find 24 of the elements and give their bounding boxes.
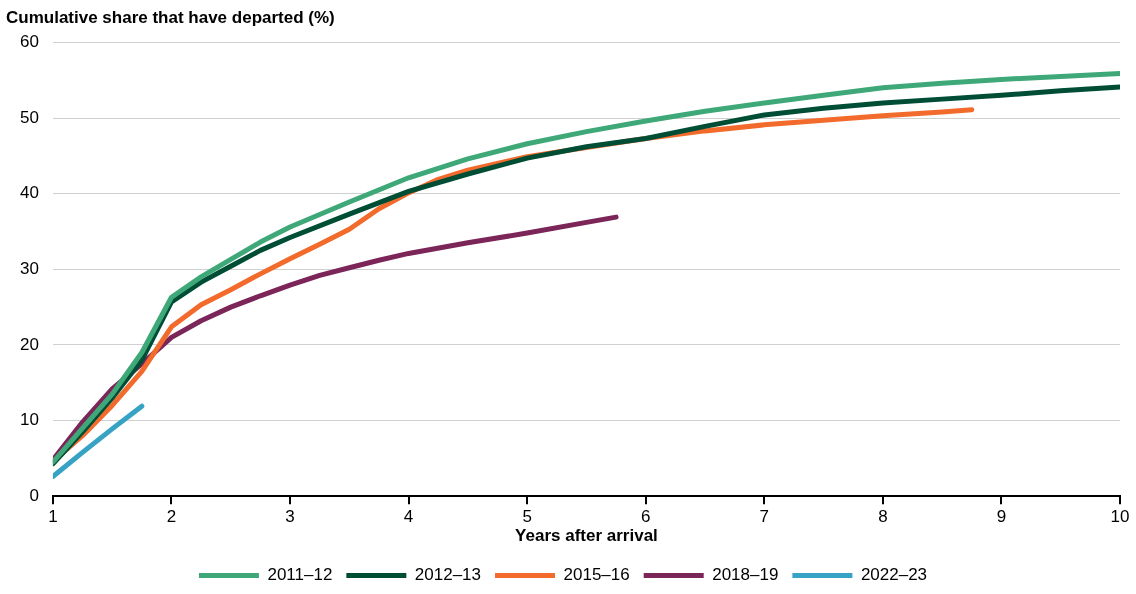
x-tick-label: 4 — [403, 507, 414, 527]
y-tick-label: 50 — [19, 107, 39, 127]
y-tick-label: 20 — [19, 334, 39, 354]
legend-label: 2022–23 — [860, 565, 928, 585]
y-tick-label: 60 — [19, 32, 39, 52]
legend-label: 2015–16 — [563, 565, 630, 585]
x-tick-label: 10 — [1110, 507, 1130, 527]
y-tick-label: 40 — [19, 183, 39, 203]
legend-label: 2018–19 — [712, 565, 779, 585]
x-tick-label: 3 — [285, 507, 295, 527]
x-tick-label: 6 — [641, 507, 651, 527]
legend-label: 2011–12 — [267, 565, 333, 585]
x-tick-label: 7 — [759, 507, 770, 527]
x-tick-label: 2 — [166, 507, 177, 527]
x-tick-label: 9 — [996, 507, 1007, 527]
x-tick-label: 8 — [878, 507, 888, 527]
legend-label: 2012–13 — [414, 565, 482, 585]
x-tick-label: 5 — [522, 507, 532, 527]
x-axis-title: Years after arrival — [515, 526, 658, 546]
y-axis-title: Cumulative share that have departed (%) — [6, 7, 335, 27]
y-tick-label: 0 — [29, 485, 39, 505]
y-tick-label: 30 — [19, 258, 39, 278]
x-tick-label: 1 — [48, 507, 58, 527]
y-tick-label: 10 — [19, 410, 39, 430]
